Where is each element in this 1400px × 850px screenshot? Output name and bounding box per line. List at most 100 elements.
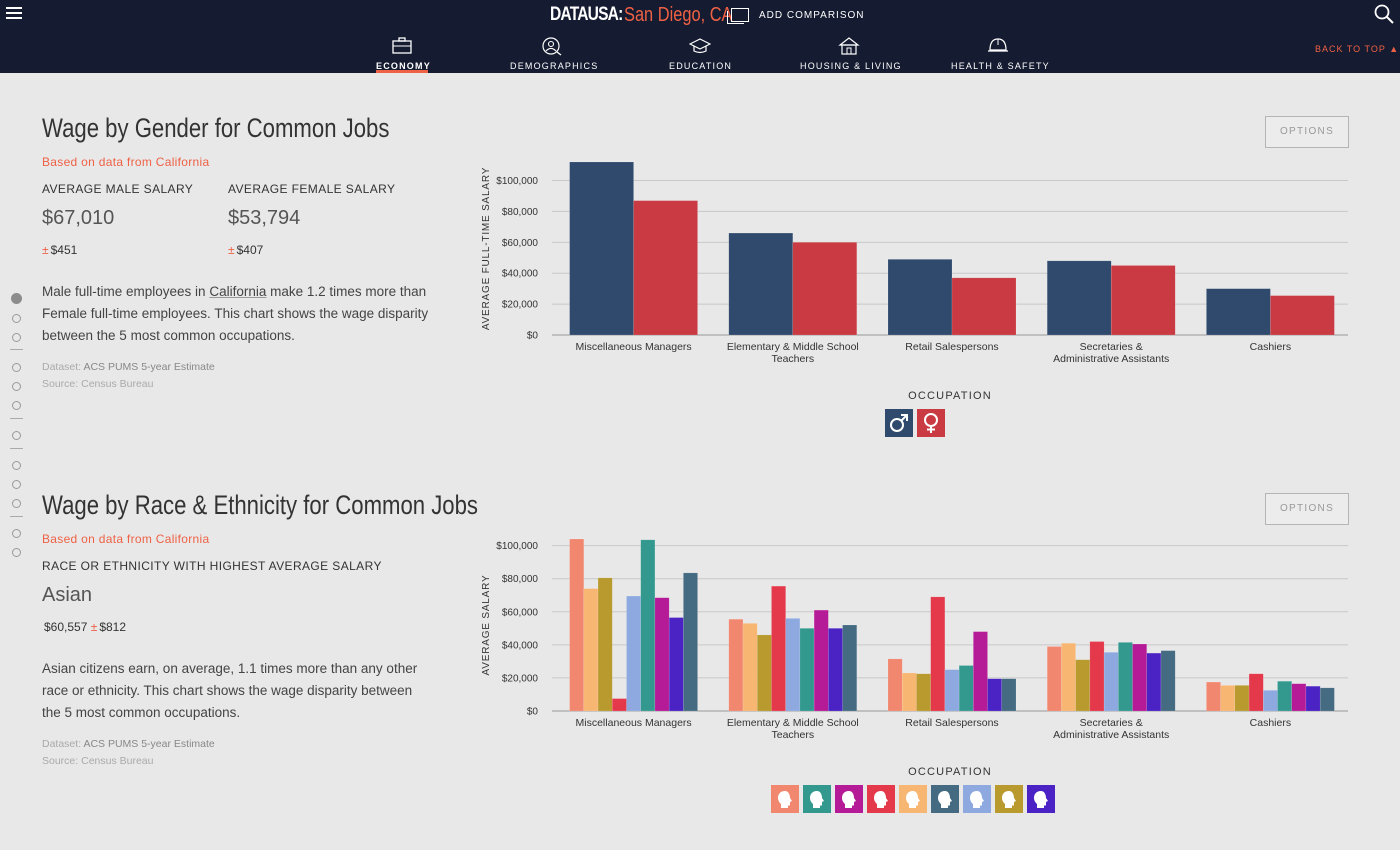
bar[interactable] <box>1061 642 1076 712</box>
bar[interactable] <box>1248 673 1264 712</box>
bar[interactable] <box>1206 681 1221 712</box>
race-legend-button[interactable] <box>931 785 959 813</box>
race-legend-button[interactable] <box>899 785 927 813</box>
section-dot[interactable] <box>12 382 21 391</box>
bar[interactable] <box>887 259 953 336</box>
race-legend-button[interactable] <box>995 785 1023 813</box>
bar[interactable] <box>1263 690 1278 712</box>
bar[interactable] <box>756 634 772 712</box>
bar[interactable] <box>951 277 1017 336</box>
section-dot[interactable] <box>12 333 21 342</box>
female-legend-button[interactable] <box>917 409 945 437</box>
bar[interactable] <box>887 658 903 712</box>
bar[interactable] <box>771 585 786 712</box>
section-dot[interactable] <box>12 499 21 508</box>
back-to-top-link[interactable]: BACK TO TOP ▲ <box>1315 44 1399 54</box>
bar[interactable] <box>842 624 858 712</box>
male-legend-button[interactable] <box>885 409 913 437</box>
bar[interactable] <box>944 669 960 712</box>
tab-economy[interactable]: ECONOMY <box>376 34 430 73</box>
bar[interactable] <box>1075 659 1091 712</box>
section-dot[interactable] <box>12 529 21 538</box>
race-legend-button[interactable] <box>803 785 831 813</box>
bar[interactable] <box>828 628 843 712</box>
tab-housing-living[interactable]: HOUSING & LIVING <box>800 34 901 73</box>
bar[interactable] <box>1220 685 1236 712</box>
place-link[interactable]: California <box>209 284 267 299</box>
bar[interactable] <box>799 628 815 712</box>
section-dot[interactable] <box>12 461 21 470</box>
race-legend-button[interactable] <box>867 785 895 813</box>
bar[interactable] <box>1103 652 1119 712</box>
bar[interactable] <box>1132 643 1148 712</box>
bar[interactable] <box>1146 652 1162 712</box>
tab-demographics[interactable]: DEMOGRAPHICS <box>510 34 597 73</box>
menu-icon[interactable] <box>6 5 22 21</box>
bar[interactable] <box>1319 687 1335 712</box>
bar[interactable] <box>1305 685 1321 712</box>
female-symbol-icon <box>924 413 938 433</box>
bar[interactable] <box>916 673 931 712</box>
bar[interactable] <box>792 242 858 336</box>
search-icon[interactable] <box>1374 4 1394 24</box>
bar[interactable] <box>626 595 641 712</box>
section-dot[interactable] <box>12 480 21 489</box>
bar[interactable] <box>1234 685 1250 712</box>
bar[interactable] <box>785 618 801 712</box>
section-dot[interactable] <box>12 314 21 323</box>
section-dot[interactable] <box>12 401 21 410</box>
section-dot[interactable] <box>12 431 21 440</box>
section-dot[interactable] <box>12 363 21 372</box>
bar[interactable] <box>654 597 670 712</box>
bar[interactable] <box>683 572 698 712</box>
bar[interactable] <box>1270 295 1335 336</box>
bar[interactable] <box>1046 646 1062 712</box>
bar[interactable] <box>958 665 974 712</box>
section-dot[interactable] <box>12 548 21 557</box>
source-link[interactable]: Census Bureau <box>81 755 154 767</box>
race-legend-button[interactable] <box>963 785 991 813</box>
bar[interactable] <box>973 631 988 712</box>
tab-education[interactable]: EDUCATION <box>669 34 731 73</box>
add-comparison-button[interactable]: ADD COMPARISON <box>727 8 865 24</box>
source-info: Dataset: ACS PUMS 5-year Estimate Source… <box>42 359 215 393</box>
bar[interactable] <box>728 618 744 712</box>
bar[interactable] <box>1046 260 1112 336</box>
site-logo[interactable]: DATAUSA: <box>550 4 623 25</box>
bar[interactable] <box>597 577 613 712</box>
bar[interactable] <box>569 538 585 712</box>
dataset-link[interactable]: ACS PUMS 5-year Estimate <box>83 738 215 750</box>
race-legend-button[interactable] <box>771 785 799 813</box>
female-salary-label: AVERAGE FEMALE SALARY <box>228 182 396 196</box>
bar[interactable] <box>1206 288 1271 336</box>
bar[interactable] <box>1277 680 1292 712</box>
bar[interactable] <box>901 672 917 712</box>
race-legend-button[interactable] <box>835 785 863 813</box>
dataset-link[interactable]: ACS PUMS 5-year Estimate <box>83 361 215 373</box>
bar[interactable] <box>1089 641 1105 712</box>
bar[interactable] <box>742 623 758 712</box>
bar[interactable] <box>1110 265 1176 336</box>
bar[interactable] <box>728 232 794 336</box>
bar[interactable] <box>612 698 627 712</box>
y-axis-label: AVERAGE SALARY <box>481 575 492 676</box>
bar[interactable] <box>633 200 698 336</box>
options-button[interactable]: OPTIONS <box>1265 493 1349 525</box>
race-legend-button[interactable] <box>1027 785 1055 813</box>
data-scope-note: Based on data from California <box>42 532 210 546</box>
bar[interactable] <box>1160 650 1176 712</box>
bar[interactable] <box>569 161 634 336</box>
bar[interactable] <box>1291 683 1307 712</box>
bar[interactable] <box>987 678 1003 712</box>
bar[interactable] <box>668 617 684 712</box>
bar[interactable] <box>1118 642 1133 712</box>
bar[interactable] <box>1001 678 1017 712</box>
source-link[interactable]: Census Bureau <box>81 378 154 390</box>
bar[interactable] <box>930 596 946 712</box>
bar[interactable] <box>640 539 656 712</box>
options-button[interactable]: OPTIONS <box>1265 116 1349 148</box>
bar[interactable] <box>583 588 599 712</box>
section-dot[interactable] <box>11 293 22 304</box>
bar[interactable] <box>813 609 829 712</box>
tab-health-safety[interactable]: HEALTH & SAFETY <box>951 34 1049 73</box>
